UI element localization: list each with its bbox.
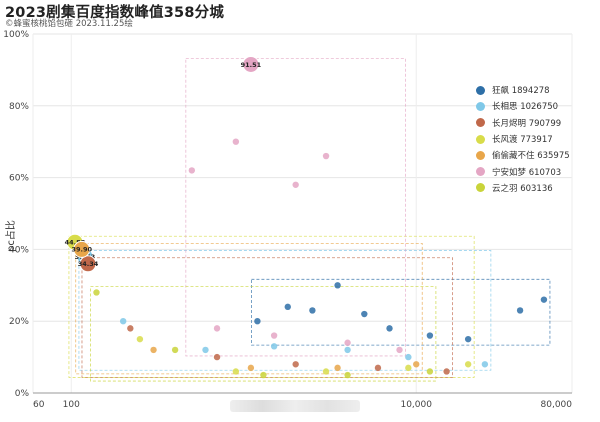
legend-item: 云之羽 603136: [476, 180, 570, 196]
legend-label: 长相思 1026750: [492, 102, 559, 113]
y-tick-label: 60%: [9, 174, 29, 184]
data-point: [405, 353, 412, 361]
data-point: [464, 335, 472, 343]
data-point: [260, 371, 267, 379]
data-point: [270, 332, 278, 339]
data-point: [150, 346, 157, 354]
legend-item: 宁安如梦 610703: [476, 163, 570, 179]
legend-item: 长相思 1026750: [476, 98, 570, 114]
data-point: [232, 138, 240, 145]
legend-swatch: [476, 150, 485, 160]
data-point: [270, 343, 278, 350]
axes: 0% 20% 40% 60% 80% 100% 60 100 10,000 80,000: [3, 30, 572, 410]
data-point: [247, 364, 255, 372]
y-tick-label: 100%: [3, 30, 29, 40]
y-tick-label: 20%: [9, 317, 29, 327]
data-point: [309, 307, 316, 314]
data-point: [413, 361, 420, 368]
data-point: [93, 289, 100, 296]
series-bounding-box: [68, 235, 475, 378]
data-point: [405, 364, 412, 372]
data-point: [334, 364, 341, 372]
data-point: [481, 361, 489, 368]
chart-subtitle: ©蜂蜜核桃馅包砸 2023.11.25绘: [5, 19, 133, 29]
legend-item: 狂飙 1894278: [476, 82, 570, 98]
legend-label: 长风渡 773917: [492, 135, 553, 146]
data-point: [386, 325, 393, 332]
series-bounding-box: [185, 58, 406, 357]
y-tick-label: 0%: [15, 389, 30, 399]
series-bounding-box: [81, 257, 454, 378]
data-point: [374, 364, 382, 372]
data-point: [426, 332, 434, 339]
legend-item: 长风渡 773917: [476, 131, 570, 147]
legend-swatch: [476, 118, 485, 128]
data-point: [322, 368, 330, 375]
chart-title: 2023剧集百度指数峰值358分城: [5, 5, 225, 21]
peak-marker: [79, 255, 97, 273]
legend-swatch: [476, 183, 485, 193]
legend-item: 偷偷藏不住 635975: [476, 147, 570, 163]
data-point: [516, 307, 524, 314]
data-point: [443, 368, 450, 375]
legend-label: 长月烬明 790799: [492, 118, 562, 129]
y-tick-label: 40%: [9, 245, 29, 255]
data-point: [119, 318, 127, 325]
data-point: [396, 346, 403, 354]
data-points: [71, 61, 548, 379]
data-point: [127, 325, 134, 332]
bounding-boxes: [68, 58, 551, 382]
series-bounding-box: [90, 286, 437, 382]
data-point: [188, 167, 196, 174]
data-point: [361, 310, 368, 318]
legend-item: 长月烬明 790799: [476, 115, 570, 131]
data-point: [232, 368, 240, 375]
series-bounding-box: [251, 278, 551, 346]
legend-label: 云之羽 603136: [492, 183, 553, 194]
data-point: [292, 361, 299, 368]
data-point: [136, 335, 144, 343]
data-point: [540, 296, 548, 303]
blurred-axis-label: [230, 400, 360, 412]
x-tick-label: 100: [63, 400, 80, 410]
data-point: [171, 346, 179, 354]
peak-marker: [242, 55, 260, 73]
peak-label: 39.90: [71, 246, 92, 254]
legend-swatch: [476, 134, 485, 144]
data-point: [202, 346, 209, 354]
data-point: [344, 346, 351, 354]
legend-swatch: [476, 167, 485, 177]
data-point: [213, 353, 221, 361]
data-point: [284, 303, 291, 311]
data-point: [334, 282, 341, 289]
data-point: [344, 339, 351, 346]
y-tick-label: 80%: [9, 102, 29, 112]
data-point: [254, 318, 261, 325]
data-point: [344, 371, 351, 379]
peak-label: 34.34: [78, 260, 99, 268]
legend-label: 偷偷藏不住 635975: [492, 151, 570, 162]
data-point: [426, 368, 434, 375]
series-bounding-box: [78, 250, 492, 371]
peak-label: 44.88: [65, 239, 86, 247]
x-tick-label: 10,000: [400, 400, 432, 410]
peak-marker: [73, 240, 91, 258]
legend-swatch: [476, 85, 485, 95]
x-tick-label: 80,000: [541, 400, 573, 410]
data-point: [213, 325, 221, 332]
legend-swatch: [476, 101, 485, 111]
legend-label: 宁安如梦 610703: [492, 167, 562, 178]
peak-label: 91.51: [241, 61, 262, 69]
data-point: [322, 152, 330, 160]
legend: 狂飙 1894278 长相思 1026750 长月烬明 790799 长风渡 7739…: [476, 82, 570, 196]
legend-label: 狂飙 1894278: [492, 86, 550, 97]
data-point: [292, 181, 299, 188]
series-bounding-box: [75, 242, 423, 375]
y-axis-label: pc占比: [4, 220, 17, 252]
data-point: [464, 361, 472, 368]
x-tick-label: 60: [33, 400, 45, 410]
